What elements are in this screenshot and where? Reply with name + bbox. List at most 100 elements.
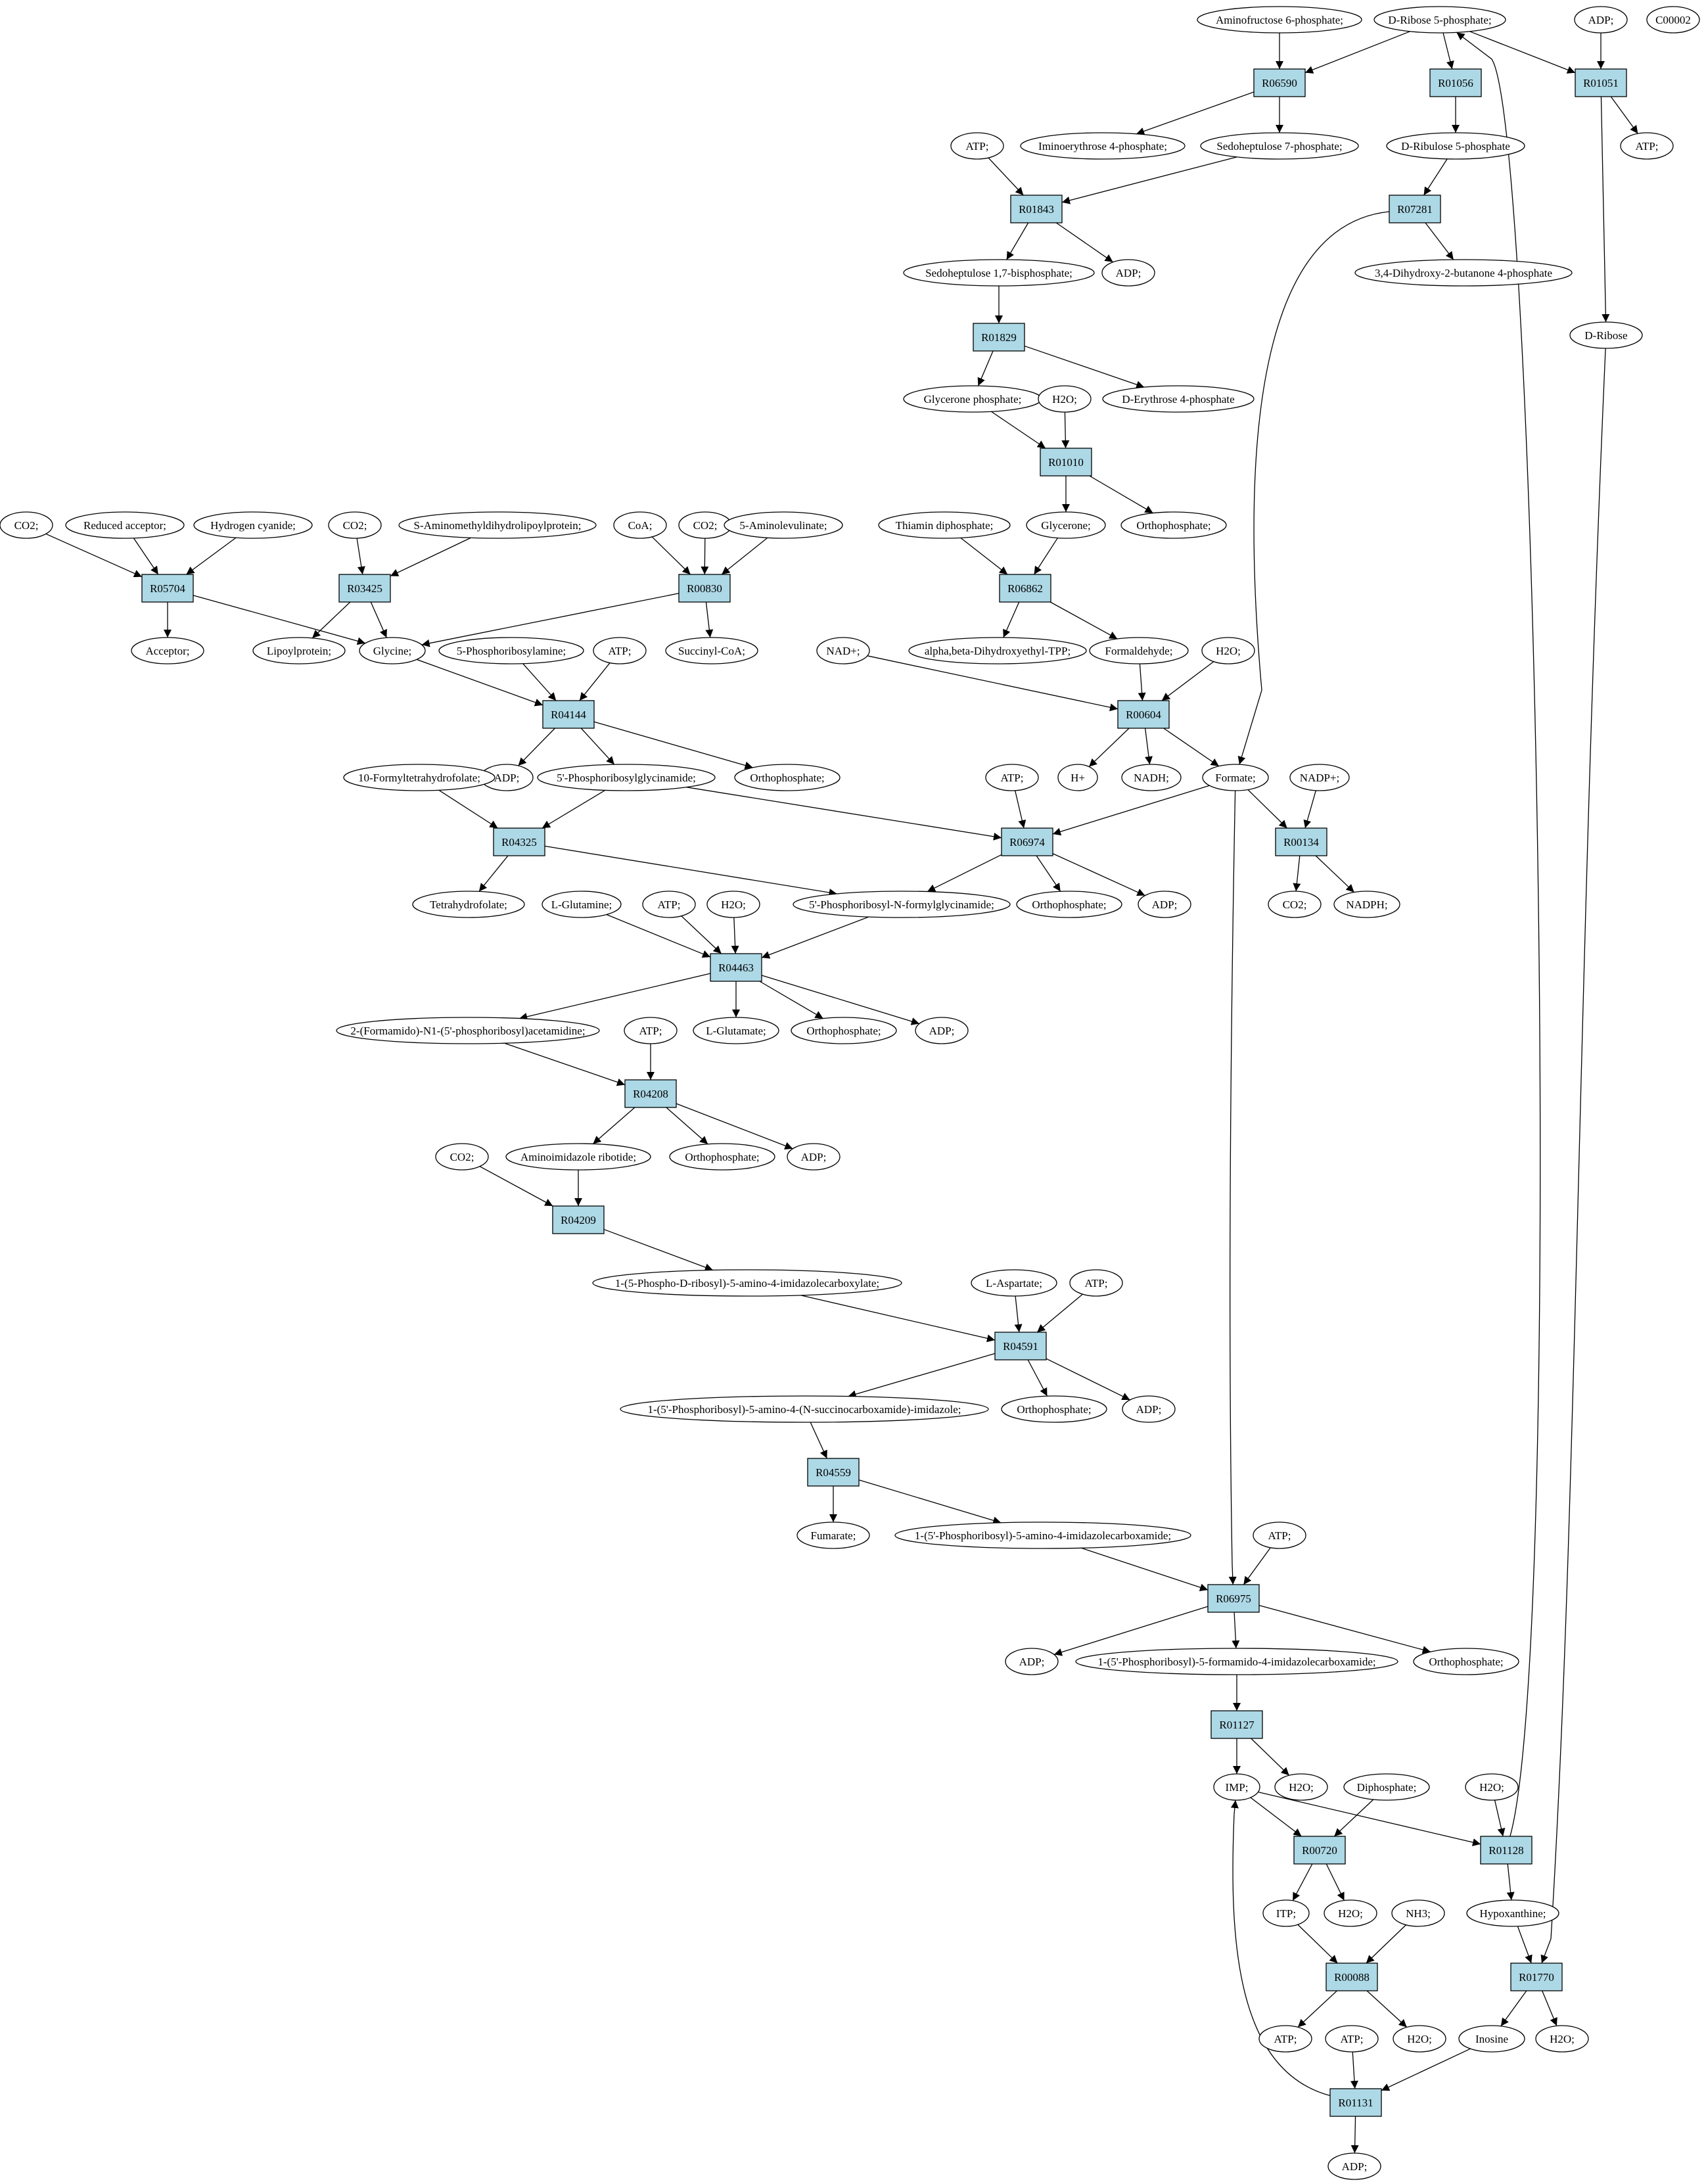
- compound-node-hydrogen-cyanide[interactable]: Hydrogen cyanide;: [193, 511, 313, 539]
- compound-node-5-phosphoribosylglycinamide[interactable]: 5'-Phosphoribosylglycinamide;: [537, 764, 716, 791]
- compound-node-iminoerythrose-4-phosphate[interactable]: Iminoerythrose 4-phosphate;: [1020, 132, 1186, 160]
- compound-node-imp[interactable]: IMP;: [1213, 1773, 1260, 1801]
- compound-node-orthophosphate[interactable]: Orthophosphate;: [1001, 1395, 1107, 1423]
- compound-node-h2o[interactable]: H2O;: [1324, 1899, 1377, 1927]
- reaction-node-r04559[interactable]: R04559: [807, 1458, 860, 1487]
- reaction-node-r06974[interactable]: R06974: [1001, 827, 1053, 856]
- compound-node-atp[interactable]: ATP;: [593, 637, 647, 664]
- compound-node-adp[interactable]: ADP;: [915, 1017, 969, 1044]
- compound-node-5-phosphoribosyl-n-formylglycinamide[interactable]: 5'-Phosphoribosyl-N-formylglycinamide;: [793, 891, 1011, 918]
- compound-node-1-5-phospho-d-ribosyl-5-amino-4-imidazolecarboxylate[interactable]: 1-(5-Phospho-D-ribosyl)-5-amino-4-imidaz…: [592, 1269, 902, 1297]
- compound-node-l-aspartate[interactable]: L-Aspartate;: [971, 1269, 1057, 1297]
- compound-node-1-5-phosphoribosyl-5-formamido-4-imidazolecarboxamide[interactable]: 1-(5'-Phosphoribosyl)-5-formamido-4-imid…: [1075, 1648, 1398, 1675]
- compound-node-5-aminolevulinate[interactable]: 5-Aminolevulinate;: [724, 511, 843, 539]
- compound-node-1-5-phosphoribosyl-5-amino-4-n-succinocarboxamide-imidazole[interactable]: 1-(5'-Phosphoribosyl)-5-amino-4-(N-succi…: [620, 1395, 989, 1423]
- compound-node-glycine[interactable]: Glycine;: [359, 637, 426, 664]
- reaction-node-r07281[interactable]: R07281: [1389, 195, 1441, 223]
- reaction-node-r00830[interactable]: R00830: [678, 574, 731, 603]
- reaction-node-r01051[interactable]: R01051: [1575, 68, 1627, 97]
- reaction-node-r01829[interactable]: R01829: [973, 323, 1025, 352]
- compound-node-atp[interactable]: ATP;: [985, 764, 1039, 791]
- reaction-node-r04463[interactable]: R04463: [710, 953, 762, 982]
- reaction-node-r04144[interactable]: R04144: [542, 700, 595, 729]
- compound-node-orthophosphate[interactable]: Orthophosphate;: [1120, 511, 1227, 539]
- compound-node-h2o[interactable]: H2O;: [1535, 2025, 1589, 2053]
- compound-node-atp[interactable]: ATP;: [1253, 1522, 1306, 1549]
- reaction-node-r06975[interactable]: R06975: [1207, 1584, 1260, 1613]
- compound-node-reduced-acceptor[interactable]: Reduced acceptor;: [65, 511, 185, 539]
- compound-node-hypoxanthine[interactable]: Hypoxanthine;: [1466, 1899, 1559, 1927]
- compound-node-l-glutamine[interactable]: L-Glutamine;: [542, 891, 622, 918]
- compound-node-co2[interactable]: CO2;: [678, 511, 732, 539]
- reaction-node-r00604[interactable]: R00604: [1117, 700, 1170, 729]
- compound-node-atp[interactable]: ATP;: [624, 1017, 678, 1044]
- compound-node-atp[interactable]: ATP;: [1069, 1269, 1123, 1297]
- compound-node-orthophosphate[interactable]: Orthophosphate;: [669, 1143, 775, 1171]
- compound-node-d-erythrose-4-phosphate[interactable]: D-Erythrose 4-phosphate: [1102, 385, 1255, 413]
- compound-node-atp[interactable]: ATP;: [1325, 2025, 1379, 2053]
- compound-node-adp[interactable]: ADP;: [787, 1143, 841, 1171]
- reaction-node-r00134[interactable]: R00134: [1275, 827, 1327, 856]
- compound-node-h2o[interactable]: H2O;: [1465, 1773, 1519, 1801]
- compound-node-l-glutamate[interactable]: L-Glutamate;: [693, 1017, 779, 1044]
- compound-node-diphosphate[interactable]: Diphosphate;: [1343, 1773, 1430, 1801]
- compound-node-co2[interactable]: CO2;: [328, 511, 382, 539]
- compound-node-thiamin-diphosphate[interactable]: Thiamin diphosphate;: [878, 511, 1011, 539]
- compound-node-orthophosphate[interactable]: Orthophosphate;: [1413, 1648, 1519, 1675]
- reaction-node-r03425[interactable]: R03425: [338, 574, 391, 603]
- compound-node-adp[interactable]: ADP;: [1005, 1648, 1059, 1675]
- compound-node-sedoheptulose-7-phosphate[interactable]: Sedoheptulose 7-phosphate;: [1200, 132, 1359, 160]
- compound-node-adp[interactable]: ADP;: [1327, 2152, 1381, 2180]
- compound-node-h[interactable]: H+: [1057, 764, 1098, 791]
- reaction-node-r00720[interactable]: R00720: [1293, 1836, 1346, 1865]
- compound-node-h2o[interactable]: H2O;: [1393, 2025, 1446, 2053]
- compound-node-atp[interactable]: ATP;: [950, 132, 1004, 160]
- compound-node-d-ribulose-5-phosphate[interactable]: D-Ribulose 5-phosphate: [1386, 132, 1525, 160]
- compound-node-5-phosphoribosylamine[interactable]: 5-Phosphoribosylamine;: [438, 637, 584, 664]
- compound-node-adp[interactable]: ADP;: [1101, 259, 1155, 287]
- compound-node-atp[interactable]: ATP;: [642, 891, 696, 918]
- compound-node-nadph[interactable]: NADPH;: [1333, 891, 1400, 918]
- compound-node-2-formamido-n1-5-phosphoribosyl-acetamidine[interactable]: 2-(Formamido)-N1-(5'-phosphoribosyl)acet…: [336, 1017, 600, 1044]
- reaction-node-r04325[interactable]: R04325: [493, 827, 545, 856]
- reaction-node-r04208[interactable]: R04208: [624, 1079, 677, 1108]
- compound-node-nadh[interactable]: NADH;: [1121, 764, 1182, 791]
- compound-node-h2o[interactable]: H2O;: [1274, 1773, 1328, 1801]
- reaction-node-r04209[interactable]: R04209: [552, 1205, 605, 1234]
- compound-node-adp[interactable]: ADP;: [480, 764, 534, 791]
- compound-node-3-4-dihydroxy-2-butanone-4-phosphate[interactable]: 3,4-Dihydroxy-2-butanone 4-phosphate: [1354, 259, 1573, 287]
- reaction-node-r01127[interactable]: R01127: [1210, 1710, 1263, 1739]
- reaction-node-r01128[interactable]: R01128: [1480, 1836, 1533, 1865]
- compound-node-coa[interactable]: CoA;: [613, 511, 667, 539]
- reaction-node-r01056[interactable]: R01056: [1429, 68, 1482, 97]
- compound-node-nad[interactable]: NAD+;: [816, 637, 870, 664]
- compound-node-lipoylprotein[interactable]: Lipoylprotein;: [252, 637, 346, 664]
- compound-node-adp[interactable]: ADP;: [1574, 6, 1628, 34]
- compound-node-glycerone-phosphate[interactable]: Glycerone phosphate;: [903, 385, 1042, 413]
- compound-node-d-ribose[interactable]: D-Ribose: [1569, 321, 1643, 349]
- compound-node-sedoheptulose-1-7-bisphosphate[interactable]: Sedoheptulose 1,7-bisphosphate;: [903, 259, 1095, 287]
- compound-node-co2[interactable]: CO2;: [435, 1143, 489, 1171]
- reaction-node-r05704[interactable]: R05704: [141, 574, 194, 603]
- compound-node-d-ribose-5-phosphate[interactable]: D-Ribose 5-phosphate;: [1373, 6, 1506, 34]
- compound-node-nadp[interactable]: NADP+;: [1289, 764, 1350, 791]
- compound-node-alpha-beta-dihydroxyethyl-tpp[interactable]: alpha,beta-Dihydroxyethyl-TPP;: [908, 637, 1087, 664]
- compound-node-h2o[interactable]: H2O;: [1038, 385, 1092, 413]
- compound-node-s-aminomethyldihydrolipoylprotein[interactable]: S-Aminomethyldihydrolipoylprotein;: [398, 511, 597, 539]
- compound-node-adp[interactable]: ADP;: [1138, 891, 1191, 918]
- compound-node-orthophosphate[interactable]: Orthophosphate;: [1016, 891, 1122, 918]
- compound-node-h2o[interactable]: H2O;: [1201, 637, 1255, 664]
- compound-node-1-5-phosphoribosyl-5-amino-4-imidazolecarboxamide[interactable]: 1-(5'-Phosphoribosyl)-5-amino-4-imidazol…: [894, 1522, 1191, 1549]
- compound-node-fumarate[interactable]: Fumarate;: [796, 1522, 870, 1549]
- compound-node-itp[interactable]: ITP;: [1262, 1899, 1310, 1927]
- compound-node-atp[interactable]: ATP;: [1258, 2025, 1312, 2053]
- reaction-node-r06862[interactable]: R06862: [999, 574, 1051, 603]
- compound-node-orthophosphate[interactable]: Orthophosphate;: [734, 764, 841, 791]
- compound-node-h2o[interactable]: H2O;: [706, 891, 760, 918]
- compound-node-10-formyltetrahydrofolate[interactable]: 10-Formyltetrahydrofolate;: [343, 764, 496, 791]
- compound-node-glycerone[interactable]: Glycerone;: [1026, 511, 1106, 539]
- reaction-node-r04591[interactable]: R04591: [994, 1332, 1047, 1360]
- compound-node-co2[interactable]: CO2;: [1268, 891, 1322, 918]
- compound-node-formate[interactable]: Formate;: [1202, 764, 1269, 791]
- reaction-node-r01843[interactable]: R01843: [1010, 195, 1063, 223]
